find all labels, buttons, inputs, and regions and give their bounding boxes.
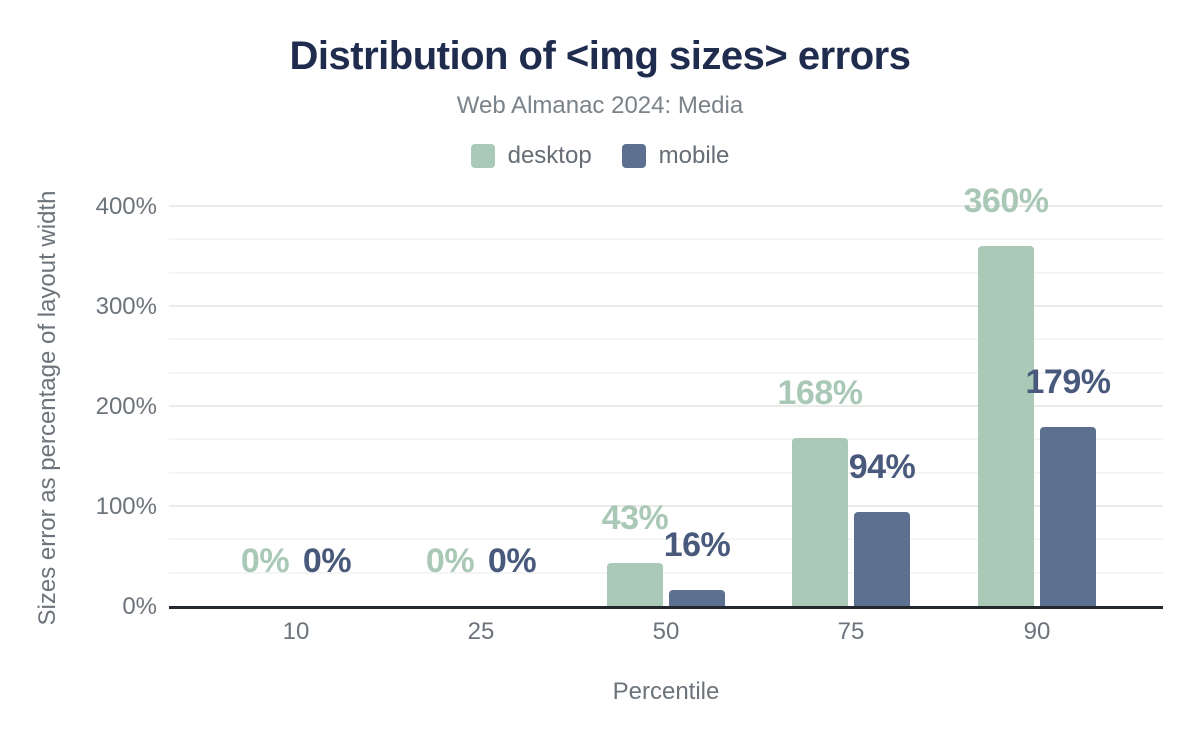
- bar-label-mobile-p90: 179%: [1025, 363, 1111, 401]
- bar-label-mobile-p25: 0%: [487, 542, 537, 580]
- major-gridline: [169, 205, 1163, 207]
- legend: desktop mobile: [0, 142, 1200, 170]
- minor-gridline: [169, 271, 1163, 274]
- bar-label-mobile-p10: 0%: [302, 542, 352, 580]
- x-axis-line: [169, 606, 1163, 609]
- bar-desktop-p50: [607, 563, 663, 606]
- bar-mobile-p50: [669, 590, 725, 606]
- chart-title: Distribution of <img sizes> errors: [289, 34, 911, 78]
- bar-label-mobile-p75: 94%: [848, 448, 916, 486]
- x-tick-label: 25: [467, 618, 495, 645]
- bar-desktop-p75: [792, 438, 848, 606]
- minor-gridline: [169, 438, 1163, 441]
- chart-subtitle: Web Almanac 2024: Media: [456, 92, 744, 119]
- x-tick-label: 75: [837, 618, 865, 645]
- bar-label-mobile-p50: 16%: [663, 526, 731, 564]
- major-gridline: [169, 305, 1163, 307]
- legend-item-desktop: desktop: [470, 142, 592, 170]
- y-tick-label: 100%: [95, 493, 157, 520]
- y-tick-label: 0%: [122, 593, 157, 620]
- bar-mobile-p75: [854, 512, 910, 606]
- x-axis-title: Percentile: [612, 678, 720, 705]
- minor-gridline: [169, 371, 1163, 374]
- bar-label-desktop-p50: 43%: [601, 499, 669, 537]
- legend-label-mobile: mobile: [658, 142, 730, 169]
- minor-gridline: [169, 471, 1163, 474]
- x-tick-label: 90: [1023, 618, 1051, 645]
- bar-label-desktop-p90: 360%: [963, 182, 1049, 220]
- bar-label-desktop-p25: 0%: [425, 542, 475, 580]
- bar-desktop-p90: [978, 246, 1034, 606]
- minor-gridline: [169, 338, 1163, 341]
- x-tick-label: 10: [282, 618, 310, 645]
- legend-label-desktop: desktop: [507, 142, 592, 169]
- minor-gridline: [169, 238, 1163, 241]
- minor-gridline: [169, 571, 1163, 574]
- bar-label-desktop-p75: 168%: [777, 374, 863, 412]
- y-axis-title: Sizes error as percentage of layout widt…: [34, 190, 61, 626]
- y-tick-label: 300%: [95, 293, 157, 320]
- y-tick-label: 400%: [95, 193, 157, 220]
- bar-label-desktop-p10: 0%: [240, 542, 290, 580]
- legend-item-mobile: mobile: [621, 142, 730, 170]
- minor-gridline: [169, 538, 1163, 541]
- legend-swatch-mobile: [621, 144, 646, 168]
- major-gridline: [169, 405, 1163, 407]
- major-gridline: [169, 505, 1163, 507]
- legend-swatch-desktop: [470, 144, 495, 168]
- bar-mobile-p90: [1040, 427, 1096, 606]
- y-tick-label: 200%: [95, 393, 157, 420]
- x-tick-label: 50: [652, 618, 680, 645]
